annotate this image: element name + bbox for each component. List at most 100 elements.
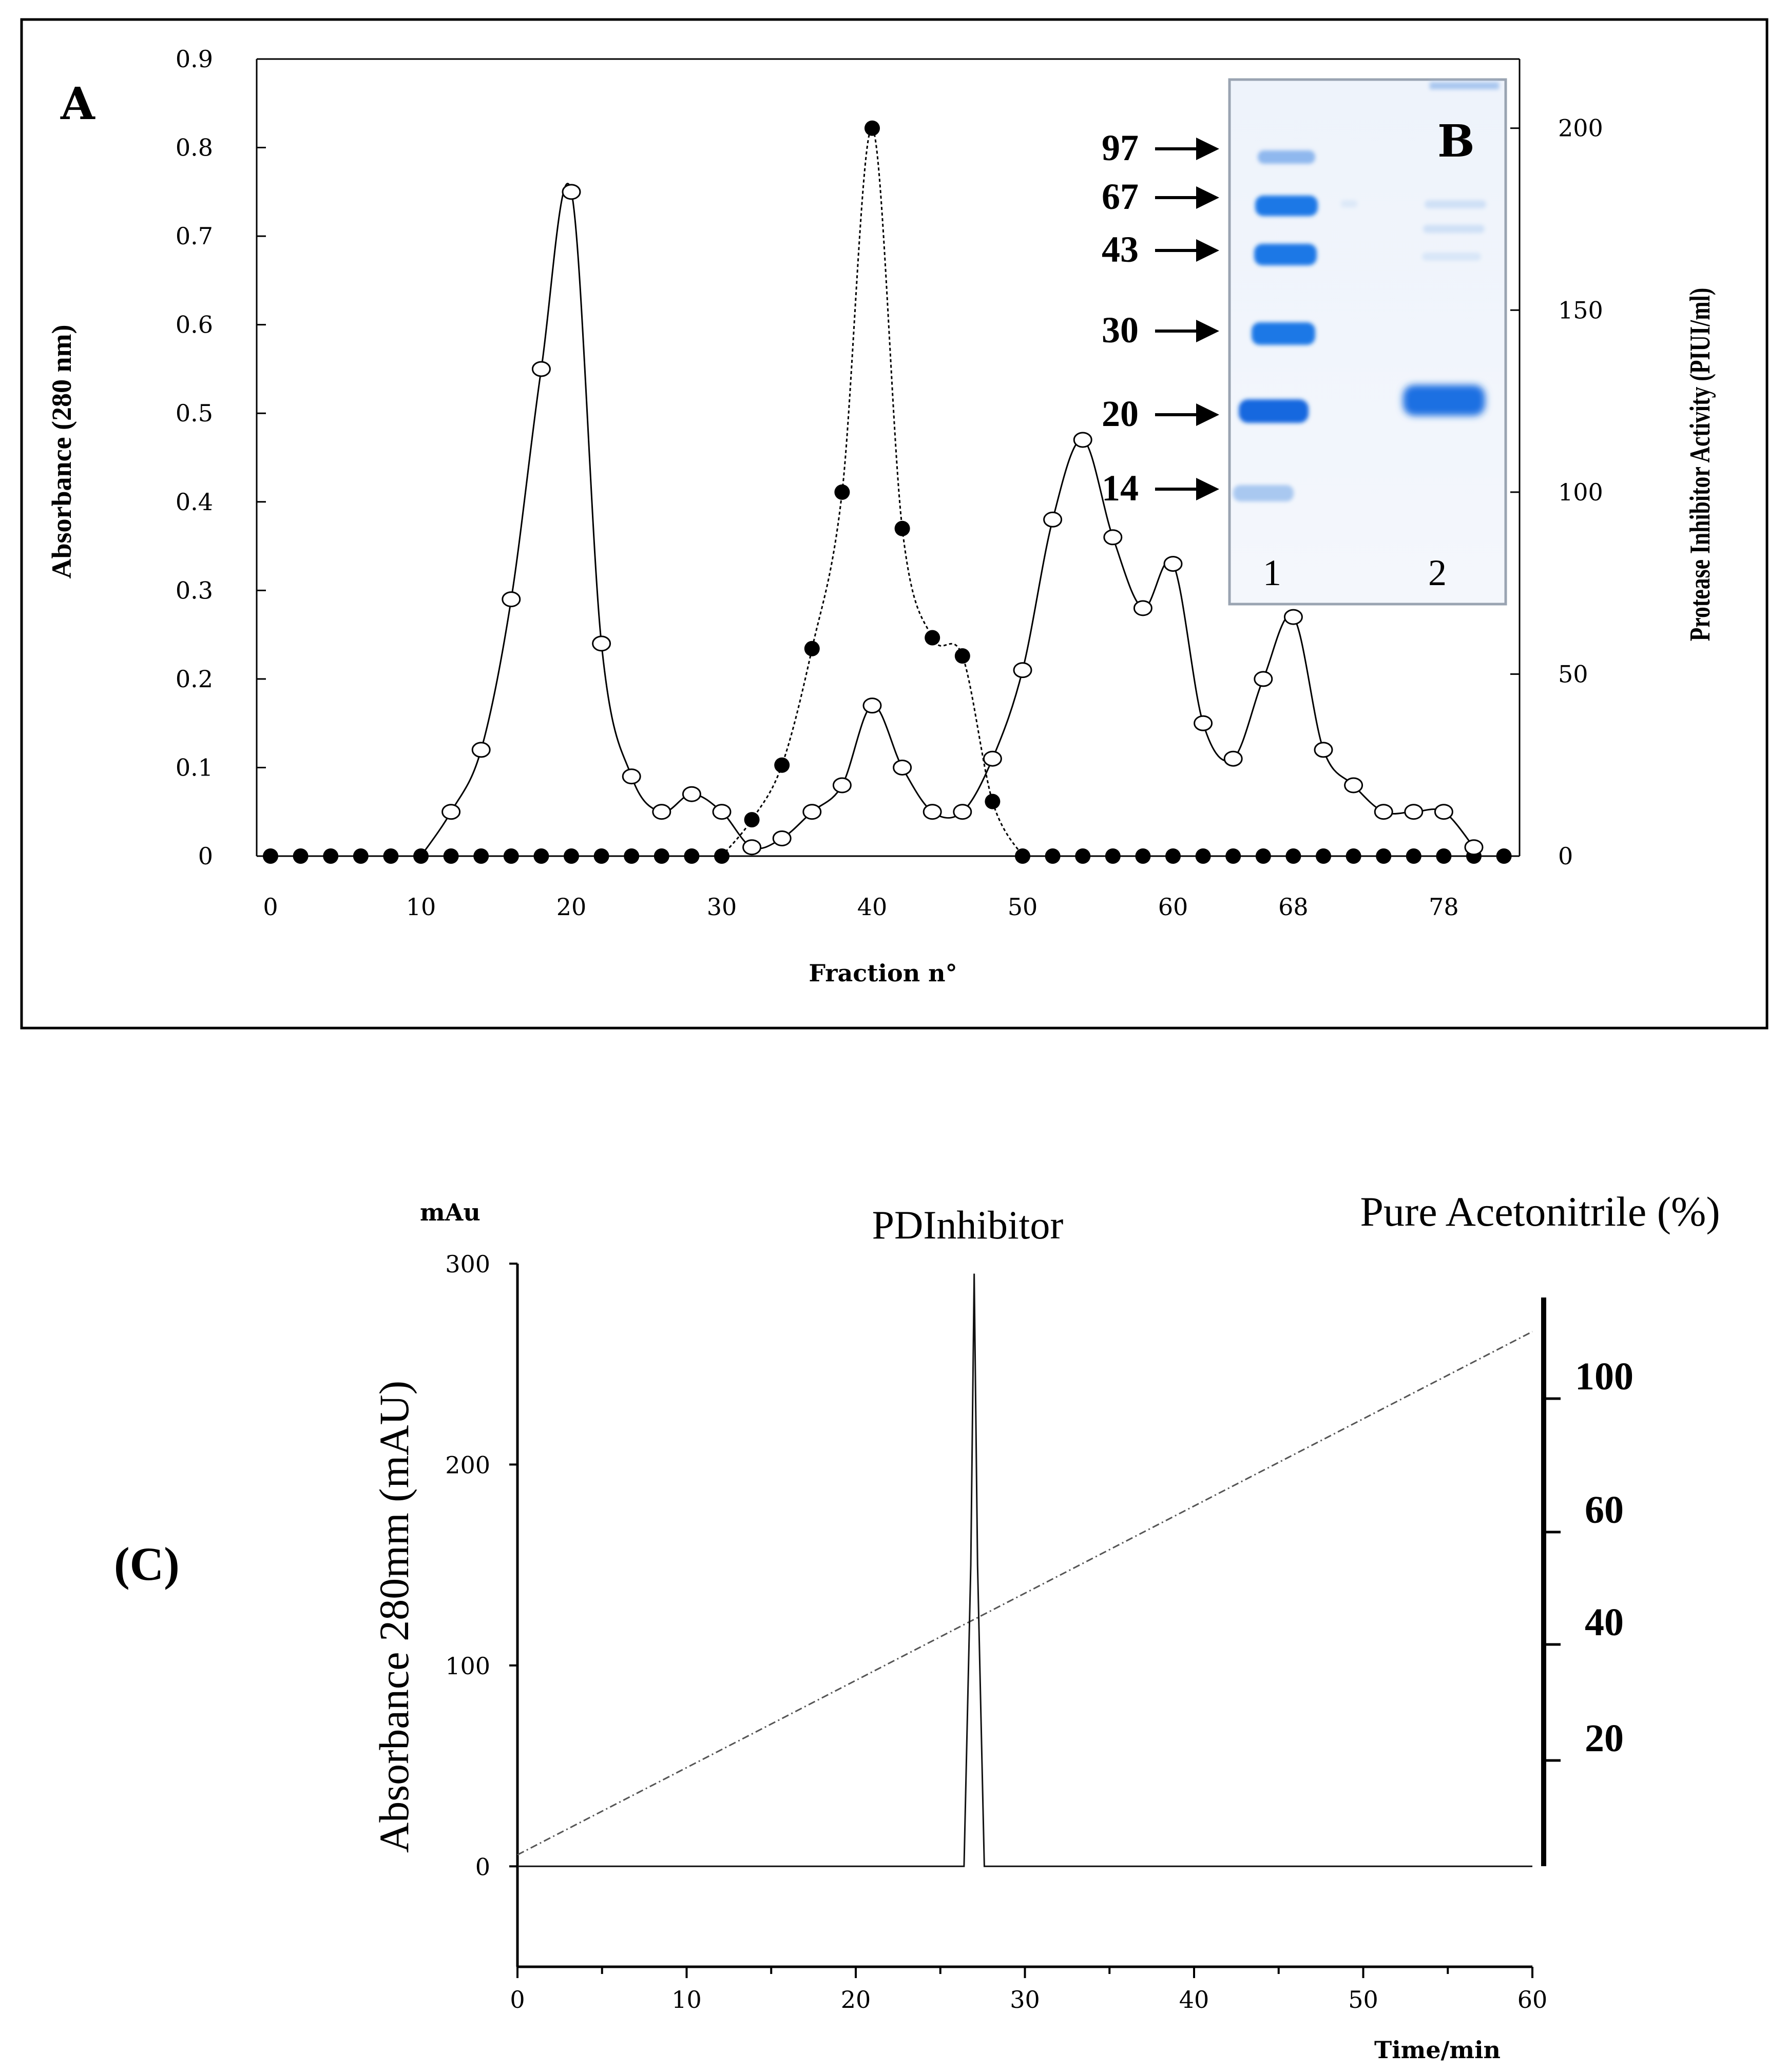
- activity-point: [1225, 848, 1241, 864]
- gel-panel-label: B: [1437, 115, 1475, 167]
- activity-point: [1045, 848, 1061, 864]
- activity-point: [1406, 848, 1421, 864]
- absorbance-point: [1254, 671, 1273, 687]
- panel-a-plot-area: [263, 120, 1512, 864]
- activity-series-line: [721, 127, 1024, 857]
- y-tick-label: 0: [475, 1853, 490, 1881]
- x-tick-label: 40: [857, 893, 888, 921]
- absorbance-point: [1434, 804, 1453, 820]
- gel-band: [1430, 82, 1499, 89]
- activity-point: [443, 848, 459, 864]
- gel-marker-arrowhead: [1196, 138, 1219, 160]
- activity-point: [1376, 848, 1392, 864]
- y-tick-label: 0.5: [176, 399, 213, 427]
- absorbance-point: [1194, 715, 1213, 731]
- panel-a-axes: [256, 58, 1521, 857]
- absorbance-chromatogram: [517, 1273, 1532, 1867]
- activity-point: [714, 848, 729, 864]
- y-tick-label: 0.6: [176, 311, 213, 339]
- x-tick-label: 0: [263, 893, 278, 921]
- absorbance-point: [983, 750, 1002, 767]
- gel-band: [1252, 322, 1315, 345]
- activity-point: [1316, 848, 1331, 864]
- gel-band: [1254, 244, 1317, 265]
- absorbance-point: [562, 184, 581, 200]
- absorbance-point: [652, 804, 671, 820]
- activity-point: [413, 848, 429, 864]
- panel-c-x-ticks: 0 10 20 30 40 50 60: [510, 1967, 1547, 2013]
- absorbance-point: [622, 768, 641, 785]
- x-tick-label: 60: [1158, 893, 1188, 921]
- y2-tick-label: 100: [1558, 478, 1603, 506]
- activity-point: [1496, 848, 1512, 864]
- gel-marker-arrowhead: [1196, 320, 1219, 342]
- acetonitrile-gradient-line: [517, 1331, 1533, 1856]
- absorbance-point: [471, 742, 491, 758]
- activity-point: [834, 484, 850, 500]
- x-tick-label: 50: [1348, 1986, 1378, 2013]
- y-tick-label: 300: [445, 1250, 490, 1278]
- x-tick-label: 0: [510, 1986, 525, 2013]
- x-tick-label: 50: [1008, 893, 1038, 921]
- activity-point: [1346, 848, 1361, 864]
- absorbance-point: [893, 759, 912, 776]
- panel-a-y-axis-label: Absorbance (280 nm): [46, 325, 77, 579]
- absorbance-point: [592, 635, 611, 652]
- x-tick-label: 40: [1179, 1986, 1209, 2013]
- gel-lane-1: [1233, 150, 1318, 501]
- x-tick-label: 20: [556, 893, 587, 921]
- x-tick-label: 10: [406, 893, 436, 921]
- absorbance-point: [531, 361, 551, 377]
- panel-a-label: A: [60, 78, 95, 130]
- gel-marker-arrowhead: [1196, 186, 1219, 209]
- gel-band: [1239, 399, 1309, 423]
- absorbance-point: [802, 804, 822, 820]
- y-tick-label: 0.3: [176, 576, 213, 604]
- y-tick-label: 100: [445, 1652, 490, 1680]
- panel-a-frame: [20, 18, 1769, 1030]
- activity-point: [353, 848, 369, 864]
- activity-point: [654, 848, 669, 864]
- activity-point: [473, 848, 489, 864]
- gel-marker-label: 20: [1102, 393, 1139, 434]
- panel-a-y2-ticks: 0 50 100 150 200: [1510, 114, 1603, 870]
- x-tick-label: 20: [841, 1986, 871, 2013]
- gel-marker-arrowhead: [1196, 478, 1219, 500]
- panel-c-y2-ticks: 20 40 60 100: [1544, 1355, 1634, 1762]
- y-tick-label: 200: [445, 1451, 490, 1479]
- gel-lane-2-label: 2: [1428, 552, 1447, 593]
- gel-band: [1422, 253, 1481, 261]
- activity-point: [985, 793, 1001, 809]
- activity-point: [263, 848, 278, 864]
- y2-tick-label: 200: [1558, 114, 1603, 142]
- y-tick-label: 0: [198, 842, 213, 870]
- y-tick-label: 0.1: [176, 753, 213, 781]
- activity-point: [804, 641, 820, 656]
- activity-point: [1015, 848, 1030, 864]
- absorbance-point: [1404, 804, 1424, 820]
- activity-point: [323, 848, 339, 864]
- panel-a-x-ticks: 0 10 20 30 40 50 60 68 78: [263, 893, 1458, 921]
- activity-point: [894, 520, 910, 536]
- activity-point: [1195, 848, 1211, 864]
- activity-point: [1105, 848, 1121, 864]
- x-tick-label: 60: [1517, 1986, 1548, 2013]
- absorbance-point: [682, 786, 701, 802]
- gel-band: [1233, 485, 1294, 501]
- x-tick-label: 30: [707, 893, 737, 921]
- panel-c-peak-annotation: PDInhibitor: [872, 1203, 1064, 1247]
- absorbance-point: [832, 777, 852, 793]
- y2-tick-label: 20: [1585, 1717, 1624, 1760]
- activity-point: [593, 848, 609, 864]
- gel-band: [1425, 200, 1486, 208]
- y-tick-label: 0.9: [176, 45, 213, 73]
- absorbance-point: [1464, 839, 1484, 856]
- panel-c-y-axis-label: Absorbance 280mm (mAU): [371, 1381, 417, 1853]
- gel-marker-labels: 97 67 43 30 20 14: [1102, 127, 1219, 509]
- panel-c-x-axis-label: Time/min: [1374, 2036, 1501, 2064]
- panel-a-x-axis-label: Fraction n°: [809, 959, 957, 987]
- gel-marker-label: 43: [1102, 229, 1139, 270]
- absorbance-point: [1013, 662, 1032, 679]
- activity-point: [564, 848, 579, 864]
